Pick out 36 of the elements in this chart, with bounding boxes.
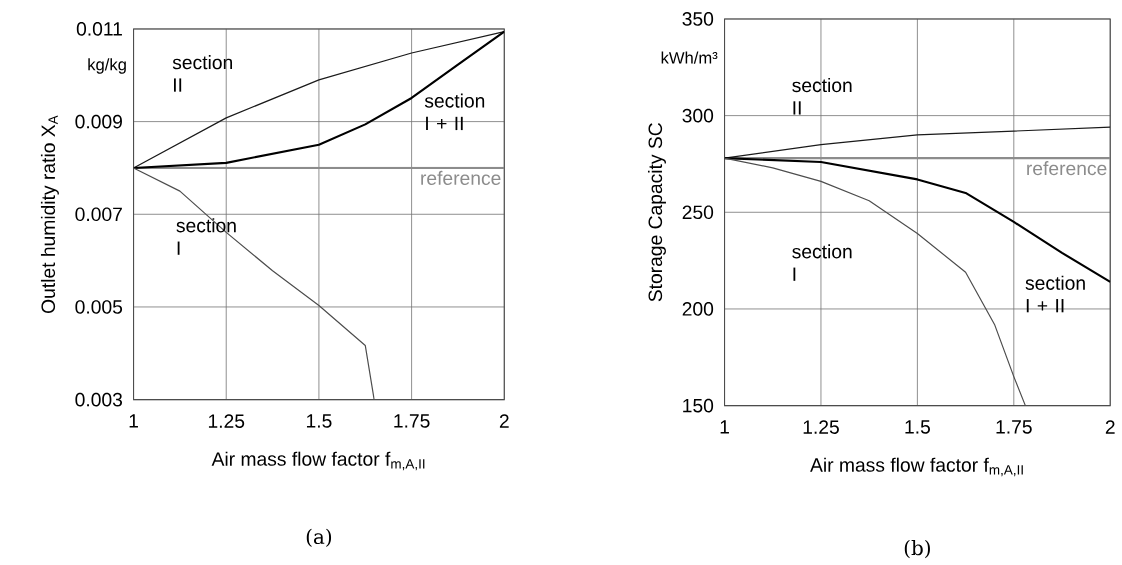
series-label: section I + II [424, 93, 485, 131]
y-tick-label: 300 [682, 108, 714, 123]
x-tick-label: 1.75 [996, 420, 1032, 434]
x-tick-label: 1.75 [394, 414, 430, 428]
x-tick-label: 1.25 [803, 420, 839, 435]
ref-line-label: reference [421, 171, 501, 186]
series-label: section II [172, 55, 233, 92]
series-label: section I [176, 218, 236, 255]
x-axis-title: Air mass flow factor f$_{m,A,II}$ [810, 457, 1023, 477]
text: kWh/m³ [661, 51, 718, 64]
ref-line-label: reference [1027, 161, 1107, 176]
x-tick-label: 1.5 [306, 414, 332, 428]
text: (a) [306, 528, 332, 548]
x-tick-label: 1.5 [905, 420, 930, 434]
x-tick-label: 2 [499, 414, 509, 428]
x-axis-title: Air mass flow factor f$_{m,A,II}$ [211, 451, 425, 471]
y-tick-label: 0.005 [75, 300, 123, 314]
x-tick-label: 1.25 [208, 414, 245, 429]
y-tick-label: 350 [682, 12, 714, 26]
x-tick-label: 1 [720, 420, 729, 434]
x-tick-label: 2 [1105, 420, 1115, 434]
text: section I [792, 244, 852, 282]
y-axis-title: Outlet humidity ratio X$_{A}$ [40, 115, 59, 314]
text: kg/kg [88, 58, 126, 74]
y-tick-label: 0.009 [75, 114, 122, 129]
y-tick-label: 0.007 [75, 207, 122, 222]
x-tick-label: 1 [129, 414, 138, 428]
y-tick-label: 0.011 [76, 22, 122, 36]
y-axis-title: Storage Capacity SC [647, 123, 666, 302]
y-tick-label: 250 [682, 205, 714, 220]
series-label: section I + II [1025, 275, 1085, 313]
y-tick-label: 0.003 [75, 393, 123, 407]
y-tick-label: 150 [683, 399, 714, 413]
text: (b) [904, 540, 930, 559]
y-tick-label: 200 [682, 302, 714, 316]
series-label: section II [792, 78, 852, 115]
